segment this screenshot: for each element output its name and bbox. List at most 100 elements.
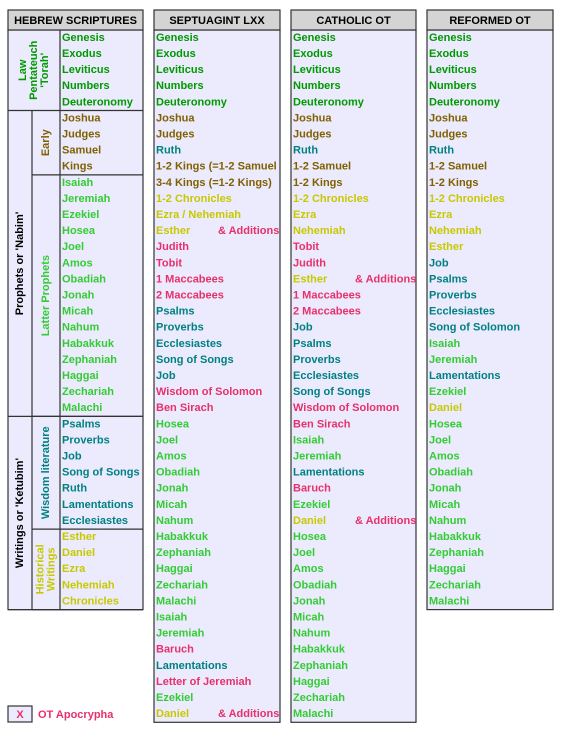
- book: Haggai: [62, 370, 99, 382]
- book: Amos: [293, 563, 324, 575]
- book: 1 Maccabees: [293, 290, 361, 302]
- book: Judith: [156, 241, 189, 253]
- book: Ezra / Nehemiah: [156, 209, 241, 221]
- book: Ezekiel: [429, 386, 466, 398]
- book: Haggai: [293, 676, 330, 688]
- book: Nahum: [62, 322, 100, 334]
- book: Letter of Jeremiah: [156, 676, 252, 688]
- book: Proverbs: [156, 322, 204, 334]
- book: Malachi: [429, 595, 469, 607]
- book: Esther: [293, 273, 328, 285]
- book: Psalms: [156, 306, 195, 318]
- book: Amos: [156, 451, 187, 463]
- book: Jonah: [293, 595, 326, 607]
- book: Zephaniah: [429, 547, 484, 559]
- book: Song of Songs: [62, 467, 140, 479]
- book: Jeremiah: [429, 354, 478, 366]
- book: Numbers: [429, 80, 477, 92]
- book: Job: [62, 451, 82, 463]
- section-label: Writings or 'Ketubim': [14, 458, 26, 569]
- book: 3-4 Kings (=1-2 Kings): [156, 177, 272, 189]
- book: Proverbs: [62, 434, 110, 446]
- book: Wisdom of Solomon: [293, 402, 400, 414]
- book: Lamentations: [62, 499, 134, 511]
- book: Exodus: [293, 48, 333, 60]
- book: Nehemiah: [62, 579, 115, 591]
- book: Joshua: [293, 112, 332, 124]
- book: Job: [156, 370, 176, 382]
- book: Numbers: [293, 80, 341, 92]
- book: Esther: [62, 531, 97, 543]
- book: Ezekiel: [293, 499, 330, 511]
- book: Daniel: [429, 402, 462, 414]
- book-addition: & Additions: [218, 225, 279, 237]
- book: Ezra: [429, 209, 453, 221]
- book: Haggai: [156, 563, 193, 575]
- book: Deuteronomy: [156, 96, 228, 108]
- book: Psalms: [293, 338, 332, 350]
- book: Habakkuk: [293, 644, 346, 656]
- book: Tobit: [293, 241, 319, 253]
- book: Micah: [293, 612, 324, 624]
- book: Job: [293, 322, 313, 334]
- book: Daniel: [293, 515, 326, 527]
- book: Ben Sirach: [156, 402, 214, 414]
- book: Obadiah: [62, 273, 106, 285]
- book: 1-2 Samuel: [293, 161, 351, 173]
- book: Song of Songs: [293, 386, 371, 398]
- book: 1-2 Chronicles: [429, 193, 505, 205]
- book: Jeremiah: [156, 628, 205, 640]
- book: Micah: [429, 499, 460, 511]
- column-header: [290, 9, 417, 31]
- book: Nahum: [156, 515, 194, 527]
- book: Lamentations: [156, 660, 228, 672]
- book: Zechariah: [429, 579, 481, 591]
- book: Hosea: [156, 418, 190, 430]
- book: Judges: [293, 129, 332, 141]
- book: Joel: [293, 547, 315, 559]
- book-addition: & Additions: [355, 273, 416, 285]
- book: 1-2 Chronicles: [156, 193, 232, 205]
- book: Habakkuk: [429, 531, 482, 543]
- book: Psalms: [429, 273, 468, 285]
- book: Ezekiel: [156, 692, 193, 704]
- legend-label: OT Apocrypha: [38, 709, 114, 721]
- book: Ecclesiastes: [62, 515, 128, 527]
- book: Exodus: [156, 48, 196, 60]
- legend-box: [7, 705, 33, 723]
- book: Joshua: [156, 112, 195, 124]
- column-title: HEBREW SCRIPTURES: [14, 15, 137, 27]
- column-title: SEPTUAGINT LXX: [169, 15, 265, 27]
- book: Esther: [429, 241, 464, 253]
- book: Ben Sirach: [293, 418, 351, 430]
- book: Habakkuk: [156, 531, 209, 543]
- book: Chronicles: [62, 595, 119, 607]
- column-header: [153, 9, 281, 31]
- book: Judges: [156, 129, 195, 141]
- column-header: [7, 9, 144, 31]
- book: Samuel: [62, 145, 101, 157]
- book: Ezekiel: [62, 209, 99, 221]
- book: Psalms: [62, 418, 101, 430]
- book: Joshua: [429, 112, 468, 124]
- book: Song of Songs: [156, 354, 234, 366]
- book: Amos: [429, 451, 460, 463]
- book: Nehemiah: [429, 225, 482, 237]
- book: Obadiah: [293, 579, 337, 591]
- book: Jonah: [62, 290, 95, 302]
- book: Ecclesiastes: [429, 306, 495, 318]
- book: Zechariah: [156, 579, 208, 591]
- section-label: 'Torah': [39, 52, 51, 87]
- book: Song of Solomon: [429, 322, 520, 334]
- book: 1-2 Kings: [429, 177, 479, 189]
- book: 2 Maccabees: [156, 290, 224, 302]
- book: Deuteronomy: [293, 96, 365, 108]
- book: Tobit: [156, 257, 182, 269]
- book: Jeremiah: [293, 451, 342, 463]
- book: 1-2 Samuel: [429, 161, 487, 173]
- group-label: Historical: [34, 544, 46, 594]
- book: Joel: [429, 434, 451, 446]
- book-addition: & Additions: [218, 708, 279, 720]
- book: Jeremiah: [62, 193, 111, 205]
